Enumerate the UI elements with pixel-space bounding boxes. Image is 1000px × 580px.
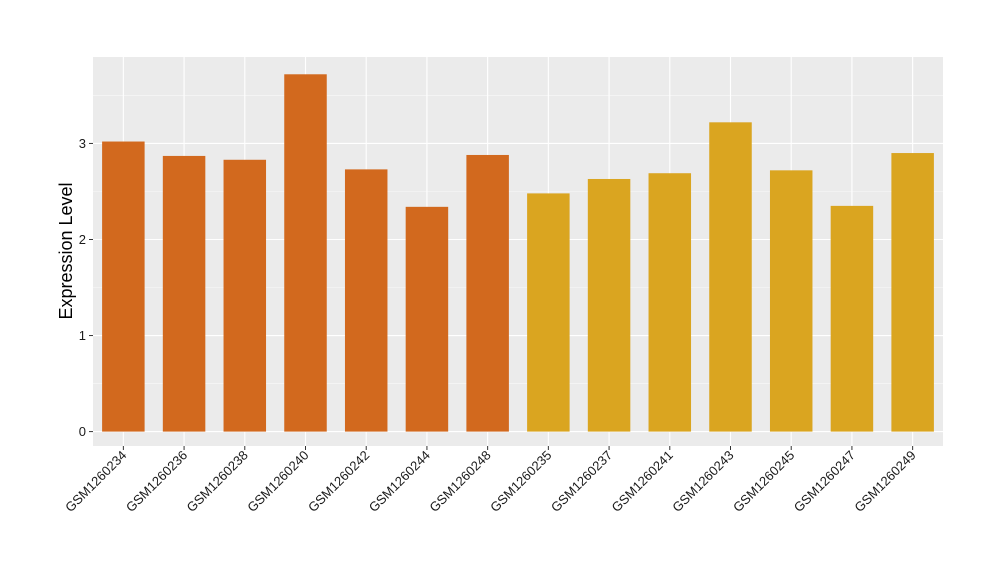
x-tick-label: GSM1260241 xyxy=(609,448,676,515)
bar-GSM1260243 xyxy=(709,122,752,432)
bar-GSM1260234 xyxy=(102,141,145,432)
x-tick-label: GSM1260235 xyxy=(487,448,554,515)
bar-GSM1260244 xyxy=(405,206,449,432)
x-tick-label: GSM1260243 xyxy=(669,448,736,515)
x-tick-label: GSM1260242 xyxy=(305,448,372,515)
x-tick-label: GSM1260248 xyxy=(426,448,493,515)
x-tick-label: GSM1260234 xyxy=(62,448,129,515)
bar-GSM1260241 xyxy=(648,173,692,432)
bar-GSM1260235 xyxy=(527,193,570,432)
y-tick-label: 2 xyxy=(79,232,86,247)
x-tick-label: GSM1260247 xyxy=(791,448,858,515)
bar-GSM1260240 xyxy=(284,74,327,432)
x-tick-label: GSM1260244 xyxy=(366,448,433,515)
bar-GSM1260236 xyxy=(162,155,206,432)
y-tick-label: 0 xyxy=(79,424,86,439)
bar-GSM1260245 xyxy=(769,170,813,432)
bars xyxy=(102,74,934,432)
bar-GSM1260249 xyxy=(891,153,934,432)
x-tick-label: GSM1260238 xyxy=(184,448,251,515)
y-axis: 0 1 2 3 xyxy=(79,136,93,439)
y-tick-label: 1 xyxy=(79,328,86,343)
y-tick-label: 3 xyxy=(79,136,86,151)
bar-GSM1260247 xyxy=(830,205,874,432)
bar-GSM1260248 xyxy=(466,154,509,432)
x-tick-label: GSM1260249 xyxy=(851,448,918,515)
y-axis-title: Expression Level xyxy=(56,182,76,319)
bar-GSM1260237 xyxy=(587,178,631,432)
x-tick-label: GSM1260237 xyxy=(548,448,615,515)
x-tick-label: GSM1260240 xyxy=(244,448,311,515)
x-axis: GSM1260234GSM1260236GSM1260238GSM1260240… xyxy=(62,446,919,515)
bar-GSM1260238 xyxy=(223,159,267,432)
plot-panel xyxy=(93,57,943,446)
x-tick-label: GSM1260236 xyxy=(123,448,190,515)
x-tick-label: GSM1260245 xyxy=(730,448,797,515)
bar-GSM1260242 xyxy=(344,169,388,432)
